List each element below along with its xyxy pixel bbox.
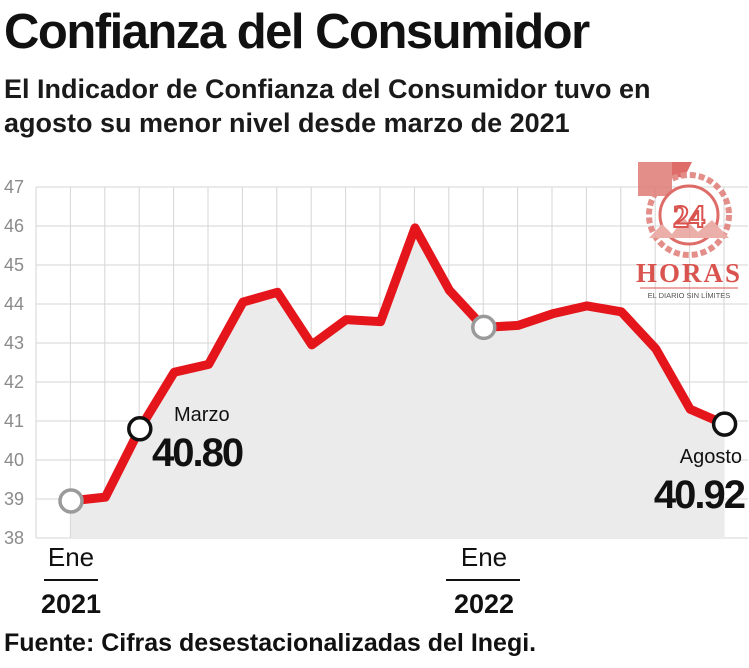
logo-number: 24 xyxy=(673,198,705,234)
y-tick-label: 38 xyxy=(4,528,24,548)
y-tick-label: 40 xyxy=(4,450,24,470)
x-axis-labels: Ene 2021 Ene 2022 xyxy=(41,542,520,619)
annotation-august-value: 40.92 xyxy=(654,473,745,517)
data-point xyxy=(173,371,176,374)
data-point xyxy=(310,343,313,346)
highlight-markers xyxy=(58,314,738,514)
logo-tagline: EL DIARIO SIN LÍMITES xyxy=(648,291,731,300)
chart-subtitle: El Indicador de Confianza del Consumidor… xyxy=(4,72,744,140)
area-fill xyxy=(71,227,725,538)
y-axis-ticks: 38 39 40 41 42 43 44 45 46 47 xyxy=(4,177,24,548)
x-label-month-2022: Ene xyxy=(461,542,507,572)
x-label-year-2022: 2022 xyxy=(454,589,514,619)
24-horas-logo: 24 HORAS EL DIARIO SIN LÍMITES xyxy=(636,162,742,300)
marker-march-2021 xyxy=(127,416,153,442)
data-point xyxy=(414,226,416,229)
y-tick-label: 45 xyxy=(4,255,24,275)
x-label-year-2021: 2021 xyxy=(41,589,101,619)
data-point xyxy=(379,320,382,323)
data-point xyxy=(620,310,623,313)
chart-title: Confianza del Consumidor xyxy=(4,5,590,59)
marker-august-2022 xyxy=(711,411,738,437)
data-point xyxy=(448,289,451,292)
logo-word: HORAS xyxy=(636,258,742,288)
x-label-month-2021: Ene xyxy=(48,542,94,572)
data-point xyxy=(276,291,279,294)
data-point xyxy=(551,312,554,315)
annotation-march-value: 40.80 xyxy=(152,431,243,475)
y-tick-label: 41 xyxy=(4,411,24,431)
data-point xyxy=(654,347,657,350)
data-point xyxy=(104,496,107,499)
subtitle-line-1: El Indicador de Confianza del Consumidor… xyxy=(4,74,651,104)
data-point xyxy=(517,324,520,327)
y-tick-label: 39 xyxy=(4,489,24,509)
series-line xyxy=(66,223,730,506)
data-point xyxy=(689,408,692,411)
y-tick-label: 43 xyxy=(4,333,24,353)
y-tick-label: 42 xyxy=(4,372,24,392)
data-point xyxy=(345,318,348,321)
marker-jan-2022 xyxy=(471,314,497,341)
marker-jan-2021 xyxy=(58,488,84,514)
y-tick-label: 46 xyxy=(4,216,24,236)
data-point xyxy=(242,301,244,304)
annotation-august-label: Agosto xyxy=(680,446,742,468)
y-tick-label: 44 xyxy=(4,294,24,314)
y-tick-label: 47 xyxy=(4,177,24,197)
data-point xyxy=(586,304,588,307)
subtitle-line-2: agosto su menor nivel desde marzo de 202… xyxy=(4,108,570,138)
annotations: Marzo 40.80 Agosto 40.92 xyxy=(152,404,747,517)
logo-emblem xyxy=(638,162,732,258)
annotation-march-label: Marzo xyxy=(174,404,230,426)
data-point xyxy=(207,363,210,366)
source-note: Fuente: Cifras desestacionalizadas del I… xyxy=(4,629,537,657)
